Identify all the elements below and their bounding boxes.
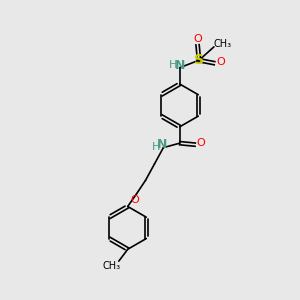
Text: O: O xyxy=(217,57,225,67)
Text: H: H xyxy=(169,60,177,70)
Text: O: O xyxy=(193,34,202,44)
Text: H: H xyxy=(152,142,160,152)
Text: S: S xyxy=(194,53,204,67)
Text: N: N xyxy=(157,138,168,151)
Text: CH₃: CH₃ xyxy=(214,39,232,49)
Text: O: O xyxy=(197,138,206,148)
Text: N: N xyxy=(175,59,185,72)
Text: O: O xyxy=(131,195,140,205)
Text: CH₃: CH₃ xyxy=(102,261,120,271)
